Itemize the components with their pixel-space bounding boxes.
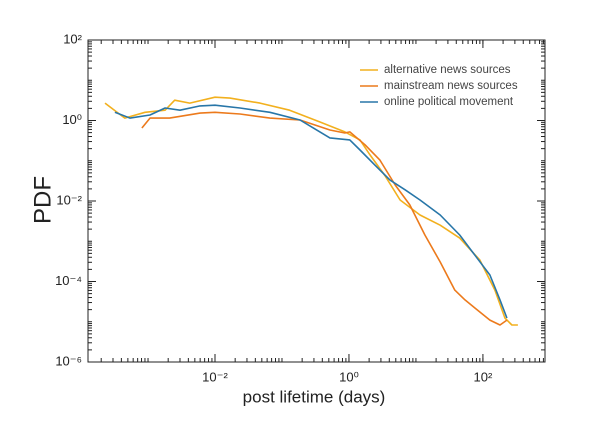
x-tick-label: 10⁰	[339, 369, 359, 384]
legend-label: mainstream news sources	[384, 80, 518, 92]
y-axis-label: PDF	[29, 176, 56, 224]
series-line	[114, 104, 508, 319]
x-tick-label: 10²	[474, 369, 493, 384]
y-tick-label: 10⁻⁶	[55, 353, 82, 368]
x-tick-label: 10⁻²	[202, 369, 228, 384]
series-line	[141, 111, 508, 326]
x-axis-label: post lifetime (days)	[243, 387, 386, 406]
y-tick-label: 10⁻⁴	[55, 273, 82, 288]
y-tick-label: 10⁰	[62, 112, 82, 127]
y-tick-label: 10⁻²	[56, 192, 82, 207]
legend-label: online political movement	[384, 96, 514, 108]
y-tick-label: 10²	[63, 31, 82, 46]
legend-label: alternative news sources	[384, 64, 511, 76]
